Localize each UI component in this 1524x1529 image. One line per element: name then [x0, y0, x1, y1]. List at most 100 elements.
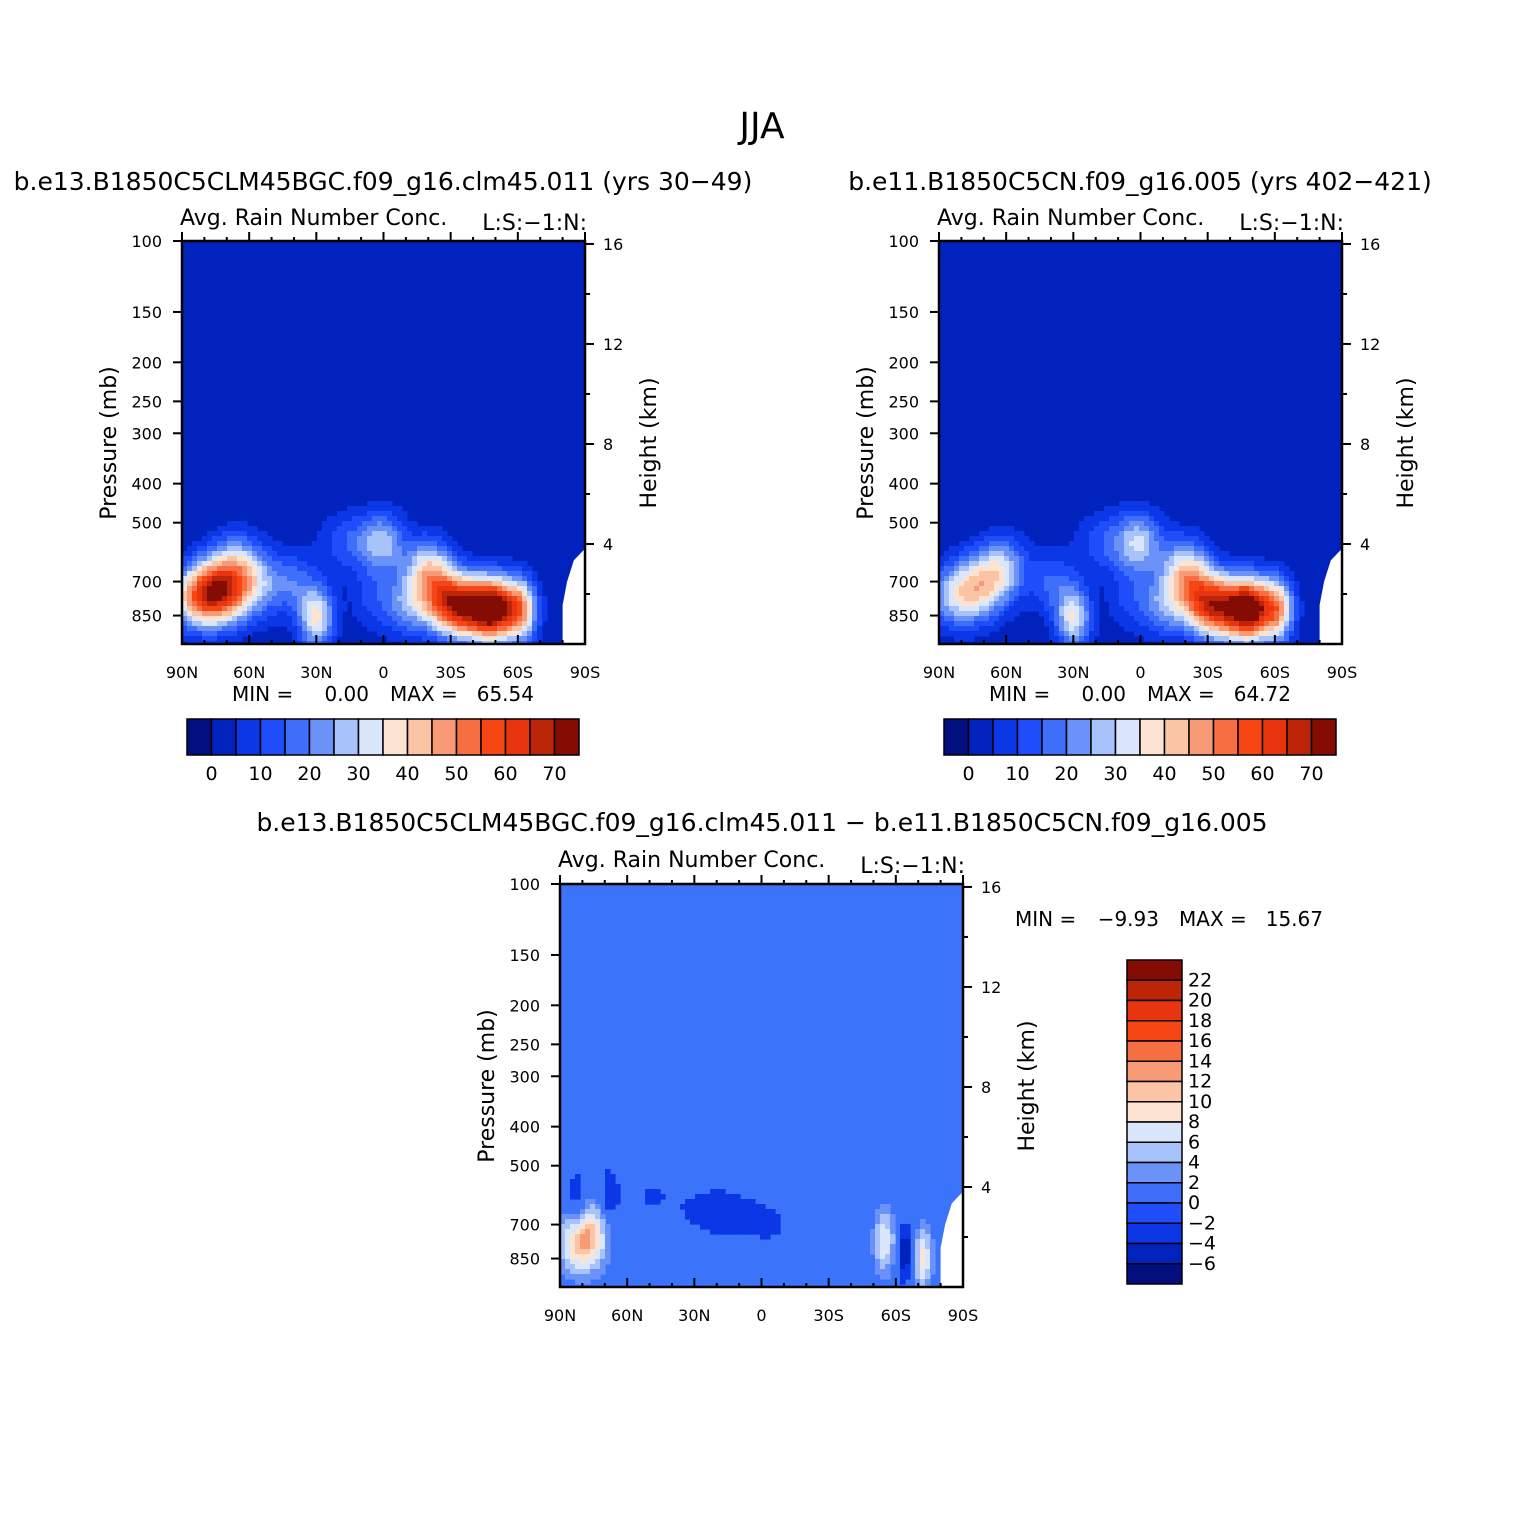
contour-cell [507, 616, 513, 622]
contour-cell [392, 516, 398, 522]
contour-cell [192, 616, 198, 622]
contour-cell [247, 526, 253, 532]
contour-cell [1134, 581, 1140, 587]
contour-cell [202, 591, 208, 597]
contour-cell [1124, 561, 1130, 567]
contour-cell [307, 581, 313, 587]
contour-cell [182, 571, 188, 577]
contour-cell [222, 626, 228, 632]
contour-cell [217, 576, 223, 582]
contour-cell [192, 576, 198, 582]
contour-cell [267, 591, 273, 597]
contour-cell [267, 566, 273, 572]
contour-cell [745, 1209, 751, 1215]
contour-cell [880, 1254, 886, 1260]
contour-cell [1174, 631, 1180, 637]
contour-cell [317, 551, 323, 557]
contour-cell [477, 616, 483, 622]
contour-cell [715, 1229, 721, 1235]
contour-cell [560, 1219, 566, 1225]
contour-cell [1254, 636, 1260, 642]
contour-cell [1024, 541, 1030, 547]
contour-cell [1264, 561, 1270, 567]
contour-cell [1004, 541, 1010, 547]
contour-cell [327, 571, 333, 577]
contour-cell [397, 566, 403, 572]
contour-cell [1239, 606, 1245, 612]
contour-cell [202, 561, 208, 567]
contour-cell [1154, 601, 1160, 607]
contour-cell [252, 526, 258, 532]
contour-cell [710, 1204, 716, 1210]
colorbar-label: 60 [1250, 763, 1274, 785]
contour-cell [1154, 611, 1160, 617]
contour-cell [502, 586, 508, 592]
contour-cell [1279, 606, 1285, 612]
contour-cell [1284, 636, 1290, 642]
contour-cell [735, 1204, 741, 1210]
contour-cell [999, 596, 1005, 602]
contour-cell [1274, 601, 1280, 607]
contour-cell [187, 556, 193, 562]
contour-cell [1179, 636, 1185, 642]
contour-cell [297, 606, 303, 612]
contour-cell [1199, 626, 1205, 632]
contour-cell [1079, 621, 1085, 627]
contour-cell [949, 571, 955, 577]
contour-cell [362, 616, 368, 622]
contour-cell [207, 591, 213, 597]
contour-cell [1154, 566, 1160, 572]
contour-cell [192, 611, 198, 617]
contour-cell [1144, 526, 1150, 532]
contour-cell [297, 591, 303, 597]
contour-cell [740, 1199, 746, 1205]
contour-cell [1234, 561, 1240, 567]
contour-cell [1054, 596, 1060, 602]
contour-cell [885, 1239, 891, 1245]
contour-cell [252, 536, 258, 542]
contour-cell [1199, 591, 1205, 597]
contour-cell [1014, 591, 1020, 597]
contour-cell [352, 536, 358, 542]
contour-cell [1124, 616, 1130, 622]
contour-cell [1094, 566, 1100, 572]
contour-cell [1159, 591, 1165, 597]
contour-cell [1219, 616, 1225, 622]
contour-cell [302, 556, 308, 562]
contour-cell [432, 531, 438, 537]
contour-cell [367, 516, 373, 522]
contour-cell [1214, 546, 1220, 552]
contour-cell [984, 571, 990, 577]
contour-cell [1084, 556, 1090, 562]
contour-cell [277, 616, 283, 622]
contour-cell [710, 1199, 716, 1205]
contour-cell [262, 561, 268, 567]
contour-cell [397, 521, 403, 527]
contour-cell [272, 566, 278, 572]
contour-cell [342, 531, 348, 537]
contour-cell [307, 611, 313, 617]
contour-cell [600, 1239, 606, 1245]
contour-cell [1074, 591, 1080, 597]
contour-cell [1129, 581, 1135, 587]
contour-cell [232, 626, 238, 632]
colorbar-swatch [1212, 718, 1239, 756]
contour-cell [272, 621, 278, 627]
contour-cell [1009, 536, 1015, 542]
contour-cell [1034, 566, 1040, 572]
contour-cell [1119, 591, 1125, 597]
contour-cell [492, 626, 498, 632]
contour-cell [1164, 601, 1170, 607]
contour-cell [705, 1214, 711, 1220]
contour-cell [1294, 581, 1300, 587]
contour-cell [944, 556, 950, 562]
contour-cell [735, 1229, 741, 1235]
contour-cell [282, 596, 288, 602]
contour-cell [207, 581, 213, 587]
contour-cell [939, 631, 945, 637]
contour-cell [252, 611, 258, 617]
contour-cell [1259, 591, 1265, 597]
contour-cell [1134, 521, 1140, 527]
contour-cell [227, 591, 233, 597]
contour-cell [452, 641, 458, 644]
